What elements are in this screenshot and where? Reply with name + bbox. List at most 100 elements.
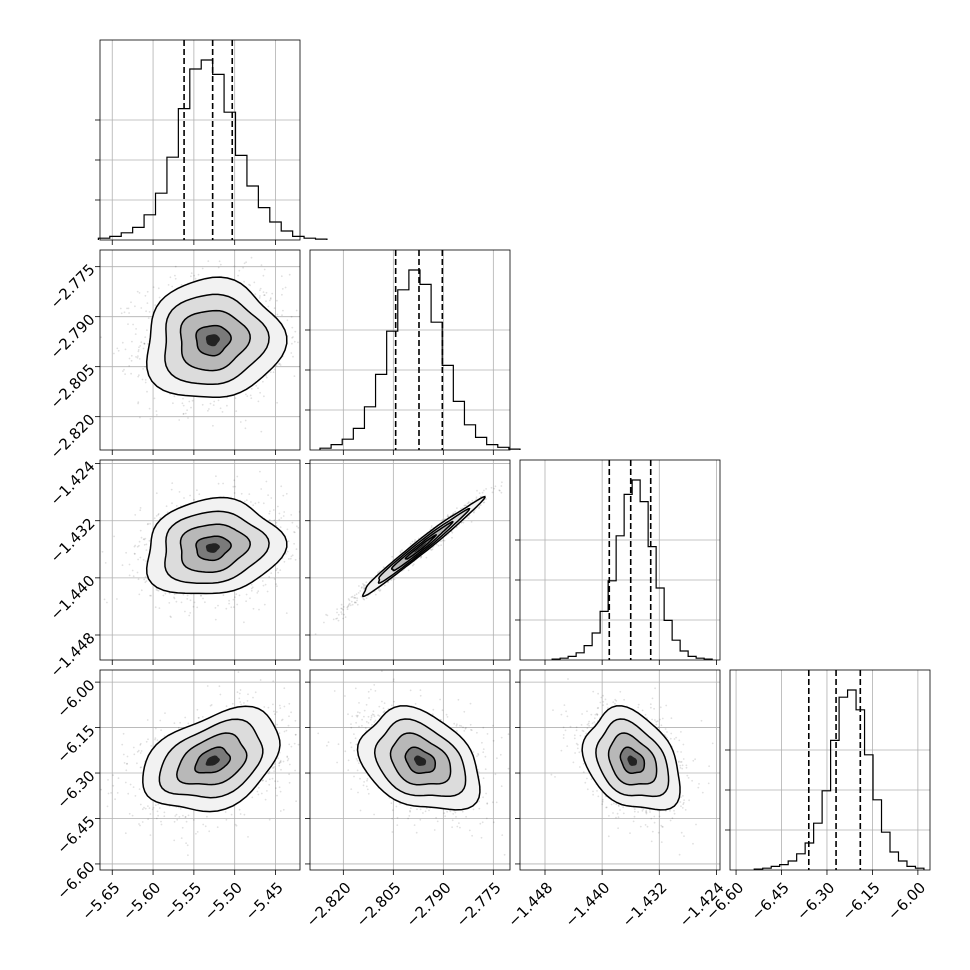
contour-1.5 — [158, 718, 264, 799]
x-tick-label: −1.432 — [619, 879, 671, 931]
contour-0.5 — [404, 746, 437, 775]
scatter-panel-2-0 — [99, 459, 301, 661]
contour-2 — [145, 276, 288, 399]
density-fill — [627, 755, 637, 766]
contour-1 — [179, 309, 251, 372]
contour-1 — [179, 523, 251, 574]
x-tick-label: −5.65 — [78, 879, 123, 924]
panel-frame — [729, 669, 931, 871]
contour-0.5 — [404, 533, 437, 560]
y-tick-label: −6.15 — [53, 721, 98, 766]
x-tick-label: −2.775 — [453, 879, 505, 931]
x-tick-label: −5.45 — [242, 879, 287, 924]
x-tick-label: −5.60 — [119, 879, 164, 924]
contour-2 — [145, 496, 288, 595]
density-fill — [205, 543, 220, 553]
x-tick-label: −1.440 — [561, 879, 613, 931]
yticks-2-1 — [305, 463, 310, 636]
yticks-3-1 — [305, 681, 310, 865]
scatter-panel-2-1 — [309, 459, 511, 661]
contour-1.5 — [595, 718, 670, 798]
xticks-1-0 — [111, 450, 276, 455]
y-tick-label: −1.448 — [47, 629, 99, 681]
panel-frame — [99, 249, 301, 451]
contour-1 — [390, 520, 454, 572]
yticks-2-0 — [95, 463, 100, 636]
hist-panel-0 — [95, 39, 328, 241]
y-tick-labels-2: −1.448−1.440−1.432 −1.424 — [47, 457, 99, 680]
yticks-3-2 — [515, 681, 520, 865]
x-tick-label: −2.805 — [353, 879, 405, 931]
contour-1.5 — [377, 508, 471, 584]
contour-1.5 — [164, 510, 270, 585]
panel-frame — [309, 459, 511, 661]
scatter-panel-3-0 — [99, 669, 301, 871]
contour-1 — [607, 732, 658, 786]
y-tick-label: −6.45 — [53, 812, 98, 857]
panel-frame — [519, 669, 721, 871]
contour-2 — [581, 705, 681, 811]
histogram-3 — [753, 689, 925, 870]
contour-0.5 — [195, 324, 232, 357]
x-tick-label: −6.45 — [748, 879, 793, 924]
y-tick-label: −6.00 — [53, 676, 98, 721]
contour-2 — [356, 705, 481, 811]
y-tick-labels-1: −2.820−2.805−2.790−2.775 — [47, 260, 99, 462]
panel-frame — [99, 459, 301, 661]
xticks-3-0 — [111, 870, 276, 875]
y-tick-label: −6.30 — [53, 767, 98, 812]
hist-panel-1 — [305, 249, 521, 451]
x-tick-label: −6.15 — [839, 879, 884, 924]
panel-frame — [309, 249, 511, 451]
xticks-2-1 — [342, 660, 494, 665]
x-tick-label: −6.00 — [884, 879, 929, 924]
density-fill — [205, 755, 220, 766]
x-tick-label: −2.790 — [403, 879, 455, 931]
xticks-0-0 — [111, 240, 276, 245]
y-tick-labels-3: −6.60−6.45−6.30−6.15−6.00 — [53, 676, 98, 903]
x-tick-labels-1: −2.820−2.805−2.790−2.775 — [303, 879, 505, 931]
xticks-3-2 — [544, 870, 717, 875]
x-tick-label: −1.448 — [504, 879, 556, 931]
contour-0.5 — [619, 746, 646, 775]
y-tick-label: −1.440 — [47, 572, 99, 624]
y-tick-label: −2.805 — [47, 360, 99, 412]
x-tick-label: −6.30 — [793, 879, 838, 924]
histogram-2 — [551, 479, 713, 660]
y-tick-label: −6.60 — [53, 858, 98, 903]
scatter-panel-1-0 — [99, 249, 301, 451]
x-tick-labels-0: −5.65−5.60−5.55−5.50−5.45 — [78, 879, 286, 924]
xticks-1-1 — [342, 450, 494, 455]
xticks-3-3 — [735, 870, 919, 875]
x-tick-label: −5.50 — [201, 879, 246, 924]
yticks-1-0 — [95, 266, 100, 418]
x-tick-labels-3: −6.60 −6.45 −6.30 −6.15 −6.00 — [702, 879, 929, 924]
y-tick-label: −2.790 — [47, 310, 99, 362]
contour-0.5 — [195, 535, 232, 562]
x-tick-label: −2.820 — [303, 879, 355, 931]
hist-panel-3 — [725, 669, 931, 871]
contour-0.5 — [194, 746, 232, 774]
x-tick-labels-2: −1.448 −1.440 −1.432 −1.424 — [504, 879, 727, 931]
y-tick-label: −1.424 — [47, 457, 99, 509]
contour-2 — [142, 705, 281, 813]
panel-frame — [309, 669, 511, 871]
xticks-2-2 — [544, 660, 717, 665]
xticks-3-1 — [342, 870, 494, 875]
panel-frame — [99, 39, 301, 241]
scatter-panel-3-2 — [519, 669, 721, 871]
y-tick-label: −1.432 — [47, 515, 99, 567]
y-tick-label: −2.820 — [47, 410, 99, 462]
density-fill — [414, 755, 427, 766]
hist-panel-2 — [515, 459, 721, 661]
panel-frame — [519, 459, 721, 661]
yticks-3-0 — [95, 681, 100, 865]
x-tick-label: −5.55 — [160, 879, 205, 924]
density-fill — [205, 334, 220, 347]
scatter-panel-3-1 — [309, 669, 511, 871]
density-fill — [414, 542, 427, 553]
y-tick-label: −2.775 — [47, 260, 99, 312]
histogram-1 — [319, 269, 521, 450]
contour-1.5 — [164, 293, 270, 386]
